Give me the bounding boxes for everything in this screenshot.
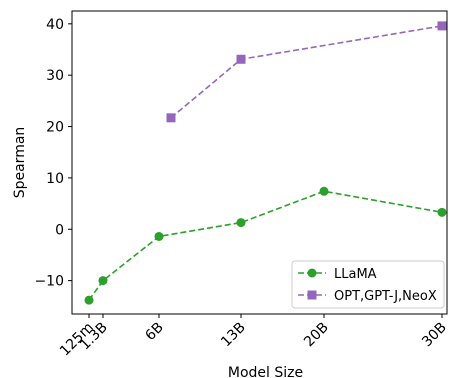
legend-marker <box>307 290 317 300</box>
y-axis-label: Spearman <box>12 127 28 199</box>
data-point <box>84 295 94 305</box>
data-point <box>437 207 447 217</box>
axes <box>71 10 448 315</box>
x-tick-label: 30B <box>419 320 450 351</box>
y-tick-label: 0 <box>55 222 64 238</box>
data-point <box>236 54 246 64</box>
data-point <box>319 186 329 196</box>
data-point <box>98 276 108 286</box>
x-tick-label: 13B <box>218 320 249 351</box>
y-tick-label: 30 <box>46 68 64 84</box>
series-line-1 <box>170 25 443 119</box>
x-tick-label: 20B <box>301 320 332 351</box>
data-point <box>154 231 164 241</box>
x-tick-label: 6B <box>142 320 166 344</box>
y-tick-label: −10 <box>34 274 64 290</box>
series-markers <box>84 21 447 305</box>
legend: LLaMA OPT,GPT-J,NeoX <box>291 260 445 309</box>
y-tick-label: 40 <box>46 17 64 33</box>
y-tick-label: 10 <box>46 171 64 187</box>
x-axis-label: Model Size <box>228 365 303 378</box>
series-lines <box>88 25 443 301</box>
legend-marker <box>307 268 317 278</box>
legend-entry: LLaMA <box>334 267 377 282</box>
legend-entry: OPT,GPT-J,NeoX <box>334 289 437 304</box>
data-point <box>437 21 447 31</box>
plot-frame <box>71 10 448 315</box>
y-tick-label: 20 <box>46 120 64 136</box>
y-axis-ticks: −10 0 10 20 30 40 <box>34 17 72 290</box>
data-point <box>236 218 246 228</box>
data-point <box>166 113 176 123</box>
legend-box <box>291 260 445 309</box>
